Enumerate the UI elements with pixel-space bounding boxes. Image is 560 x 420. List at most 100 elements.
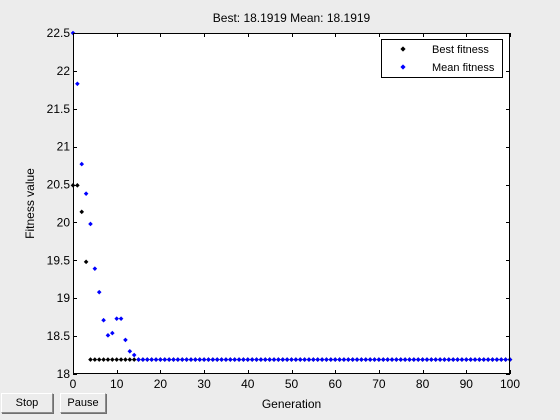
mean-fitness-point: [193, 357, 198, 362]
x-tick-label: 60: [329, 377, 343, 391]
mean-fitness-point: [158, 357, 163, 362]
mean-fitness-point: [201, 357, 207, 362]
y-tick-label: 19: [57, 291, 71, 305]
mean-fitness-point: [75, 81, 80, 87]
mean-fitness-point: [359, 357, 364, 362]
mean-fitness-point: [232, 357, 237, 362]
mean-fitness-point: [394, 357, 399, 362]
legend-label: Best fitness: [432, 44, 489, 56]
mean-fitness-point: [289, 357, 294, 362]
mean-fitness-point: [472, 357, 478, 362]
mean-fitness-point: [171, 357, 176, 362]
x-axis-label: Generation: [262, 397, 321, 411]
mean-fitness-point: [219, 357, 224, 362]
mean-fitness-point: [450, 357, 456, 362]
mean-fitness-point: [354, 357, 360, 362]
mean-fitness-point: [415, 357, 421, 362]
mean-fitness-point: [429, 357, 434, 362]
mean-fitness-point: [337, 357, 342, 362]
axis-ticks: 0 10 20 30 40 50 60 70 80 90 100 18 18.5 19 19.5 20 20.5…: [47, 26, 521, 391]
mean-fitness-point: [481, 357, 487, 362]
mean-fitness-point: [477, 357, 482, 362]
mean-fitness-point: [110, 330, 115, 336]
mean-fitness-point: [267, 357, 272, 362]
x-tick-label: 90: [460, 377, 474, 391]
pause-button[interactable]: Pause: [60, 393, 106, 413]
mean-fitness-point: [184, 357, 189, 362]
stop-button[interactable]: Stop: [1, 393, 53, 413]
y-axis-label: Fitness value: [23, 168, 37, 239]
x-tick-label: 10: [110, 377, 124, 391]
mean-fitness-series: [70, 30, 513, 362]
mean-fitness-point: [380, 357, 386, 362]
mean-fitness-point: [490, 357, 495, 362]
mean-fitness-point: [315, 357, 321, 362]
mean-fitness-point: [411, 357, 417, 362]
best-fitness-point: [75, 183, 80, 188]
legend: Best fitness Mean fitness: [381, 39, 503, 78]
mean-fitness-point: [166, 357, 172, 362]
mean-fitness-point: [420, 357, 425, 362]
x-tick-label: 20: [154, 377, 168, 391]
data-markers: [70, 30, 513, 362]
best-fitness-point: [105, 357, 111, 362]
x-tick-label: 70: [372, 377, 386, 391]
mean-fitness-point: [136, 357, 141, 362]
best-fitness-point: [127, 357, 133, 362]
mean-fitness-point: [284, 357, 290, 362]
mean-fitness-point: [280, 357, 286, 362]
mean-fitness-point: [197, 357, 203, 362]
x-tick-label: 80: [416, 377, 430, 391]
mean-fitness-point: [127, 348, 133, 354]
y-tick-label: 21: [57, 140, 71, 154]
mean-fitness-point: [350, 357, 355, 362]
y-tick-label: 21.5: [47, 102, 71, 116]
mean-fitness-point: [468, 357, 473, 362]
y-tick-label: 22.5: [47, 26, 71, 40]
mean-fitness-point: [332, 357, 338, 362]
mean-fitness-point: [402, 357, 408, 362]
best-fitness-point: [96, 357, 102, 362]
mean-fitness-point: [131, 352, 137, 358]
mean-fitness-point: [324, 357, 329, 362]
mean-fitness-point: [424, 357, 430, 362]
y-tick-label: 20.5: [47, 178, 71, 192]
mean-fitness-point: [446, 357, 452, 362]
mean-fitness-point: [385, 357, 390, 362]
legend-label: Mean fitness: [432, 62, 495, 74]
mean-fitness-point: [293, 357, 299, 362]
mean-fitness-point: [341, 357, 347, 362]
best-fitness-point: [83, 259, 89, 265]
mean-fitness-point: [101, 317, 106, 323]
mean-fitness-point: [389, 357, 395, 362]
mean-fitness-point: [302, 357, 307, 362]
mean-fitness-point: [271, 357, 277, 362]
best-fitness-point: [118, 357, 124, 362]
mean-fitness-point: [179, 357, 185, 362]
x-tick-label: 50: [285, 377, 299, 391]
mean-fitness-point: [175, 357, 181, 362]
y-tick-label: 22: [57, 64, 71, 78]
best-fitness-point: [79, 209, 85, 215]
mean-fitness-point: [228, 357, 233, 362]
mean-fitness-point: [210, 357, 216, 362]
x-tick-label: 40: [241, 377, 255, 391]
mean-fitness-point: [96, 289, 102, 295]
mean-fitness-point: [79, 161, 85, 167]
mean-fitness-point: [485, 357, 491, 362]
mean-fitness-point: [241, 357, 246, 362]
mean-fitness-point: [503, 357, 508, 362]
best-fitness-point: [131, 357, 137, 362]
y-tick-label: 18: [57, 367, 71, 381]
mean-fitness-point: [262, 357, 268, 362]
mean-fitness-point: [206, 357, 211, 362]
mean-fitness-point: [140, 357, 146, 362]
mean-fitness-point: [398, 357, 404, 362]
mean-fitness-point: [162, 357, 168, 362]
best-fitness-point: [88, 357, 93, 362]
x-tick-label: 0: [70, 377, 77, 391]
mean-fitness-point: [442, 357, 447, 362]
plot-area: [73, 33, 510, 374]
mean-fitness-point: [249, 357, 255, 362]
